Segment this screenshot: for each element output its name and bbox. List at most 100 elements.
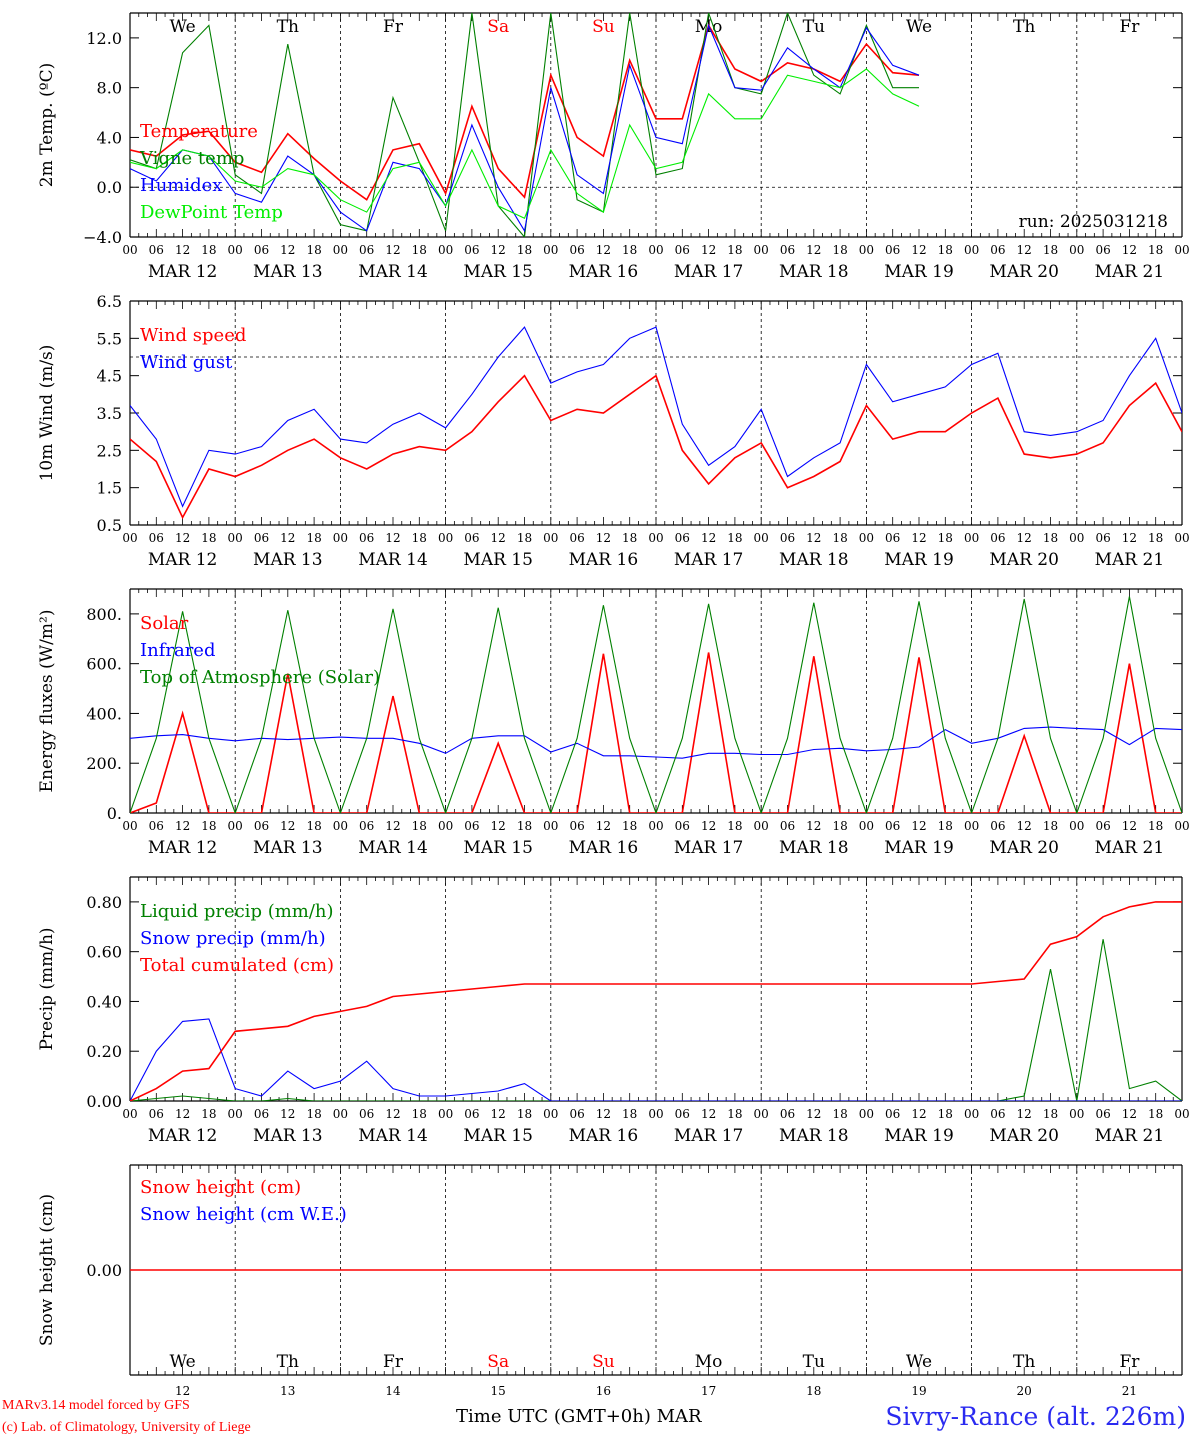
- chart-panel-2: 0.5 1.5 2.5 3.5 4.5 5.5 6.5 10m Wind (m/s) 00 06 1…: [37, 292, 1190, 570]
- legend-dewpoint-temp: DewPoint Temp: [140, 202, 283, 223]
- hour-tick-label: 12: [596, 1107, 611, 1121]
- date-label: MAR 21: [1095, 550, 1165, 570]
- hour-tick-label: 18: [622, 819, 637, 833]
- hour-tick-label: 18: [201, 243, 216, 257]
- hour-tick-label: 18: [306, 819, 321, 833]
- hour-tick-label: 06: [254, 531, 269, 545]
- day-name-label: We: [170, 17, 196, 37]
- date-label: MAR 18: [779, 1126, 849, 1146]
- date-label: MAR 17: [674, 262, 744, 282]
- hour-tick-label: 12: [701, 531, 716, 545]
- hour-tick-label: 00: [964, 819, 979, 833]
- chart-panel-1: −4.0 0.0 4.0 8.0 12.0 2m Temp. (ºC) 00 06 12 18 MA…: [37, 12, 1190, 282]
- hour-tick-label: 06: [359, 819, 374, 833]
- hour-tick-label: 12: [1017, 531, 1032, 545]
- hour-tick-label: 18: [1043, 243, 1058, 257]
- hour-tick-label: 12: [280, 819, 295, 833]
- station-name: Sivry-Rance (alt. 226m): [885, 1402, 1186, 1431]
- date-label: MAR 12: [148, 838, 218, 858]
- hour-tick-label: 12: [1122, 819, 1137, 833]
- hour-tick-label: 12: [701, 243, 716, 257]
- legend-top-of-atmosphere-solar: Top of Atmosphere (Solar): [140, 667, 380, 688]
- hour-tick-label: 06: [254, 819, 269, 833]
- hour-tick-label: 06: [1095, 243, 1110, 257]
- day-name-label: We: [170, 1352, 196, 1372]
- date-label: MAR 16: [569, 262, 639, 282]
- day-name-label: Fr: [383, 1352, 404, 1372]
- hour-tick-label: 00: [122, 1107, 137, 1121]
- hour-tick-label: 06: [990, 531, 1005, 545]
- hour-tick-label: 06: [254, 1107, 269, 1121]
- date-label: MAR 12: [148, 550, 218, 570]
- hour-tick-label: 12: [491, 1107, 506, 1121]
- hour-tick-label: 18: [306, 531, 321, 545]
- hour-tick-label: 18: [727, 1107, 742, 1121]
- y-axis-label: Energy fluxes (W/m²): [37, 610, 57, 793]
- date-label: MAR 21: [1095, 262, 1165, 282]
- day-number-label: 19: [911, 1384, 926, 1398]
- hour-tick-label: 12: [1017, 1107, 1032, 1121]
- day-number-label: 18: [806, 1384, 821, 1398]
- y-tick-label: 0.60: [86, 943, 122, 962]
- y-tick-label: 0.00: [86, 1261, 122, 1280]
- date-label: MAR 17: [674, 550, 744, 570]
- hour-tick-label: 12: [175, 531, 190, 545]
- hour-tick-label: 18: [938, 531, 953, 545]
- hour-tick-label: 00: [754, 1107, 769, 1121]
- hour-tick-label: 12: [701, 819, 716, 833]
- y-tick-label: 0.40: [86, 992, 122, 1011]
- hour-tick-label: 18: [517, 1107, 532, 1121]
- series-line-temperature: [130, 23, 920, 201]
- date-label: MAR 13: [253, 1126, 323, 1146]
- hour-tick-label: 12: [1122, 243, 1137, 257]
- time-axis-label: Time UTC (GMT+0h) MAR: [456, 1406, 702, 1427]
- hour-tick-label: 00: [859, 531, 874, 545]
- hour-tick-label: 12: [806, 819, 821, 833]
- hour-tick-label: 18: [412, 1107, 427, 1121]
- hour-tick-label: 12: [385, 819, 400, 833]
- hour-tick-label: 06: [675, 531, 690, 545]
- hour-tick-label: 12: [280, 531, 295, 545]
- hour-tick-label: 12: [911, 531, 926, 545]
- hour-tick-label: 00: [1174, 531, 1189, 545]
- hour-tick-label: 06: [464, 243, 479, 257]
- date-label: MAR 14: [358, 838, 428, 858]
- chart-panel-3: 0. 200. 400. 600. 800. Energy fluxes (W/m²) 00…: [37, 588, 1190, 858]
- hour-tick-label: 18: [517, 243, 532, 257]
- series-line-infrared: [130, 726, 1182, 759]
- day-name-label: Tu: [803, 1352, 825, 1372]
- hour-tick-label: 12: [806, 1107, 821, 1121]
- date-label: MAR 19: [884, 838, 954, 858]
- hour-tick-label: 18: [1043, 1107, 1058, 1121]
- day-name-label: Fr: [1119, 17, 1140, 37]
- date-label: MAR 18: [779, 262, 849, 282]
- hour-tick-label: 18: [201, 531, 216, 545]
- hour-tick-label: 12: [1122, 1107, 1137, 1121]
- date-label: MAR 21: [1095, 1126, 1165, 1146]
- hour-tick-label: 18: [412, 531, 427, 545]
- hour-tick-label: 00: [964, 1107, 979, 1121]
- hour-tick-label: 18: [201, 819, 216, 833]
- date-label: MAR 13: [253, 550, 323, 570]
- hour-tick-label: 00: [1069, 243, 1084, 257]
- hour-tick-label: 00: [122, 243, 137, 257]
- hour-tick-label: 12: [596, 531, 611, 545]
- legend-solar: Solar: [140, 613, 189, 634]
- hour-tick-label: 18: [412, 243, 427, 257]
- hour-tick-label: 00: [754, 819, 769, 833]
- hour-tick-label: 18: [622, 1107, 637, 1121]
- hour-tick-label: 06: [990, 819, 1005, 833]
- legend-infrared: Infrared: [140, 640, 215, 661]
- hour-tick-label: 12: [596, 243, 611, 257]
- date-label: MAR 15: [463, 838, 533, 858]
- hour-tick-label: 12: [806, 243, 821, 257]
- date-label: MAR 21: [1095, 838, 1165, 858]
- hour-tick-label: 18: [201, 1107, 216, 1121]
- date-label: MAR 19: [884, 550, 954, 570]
- hour-tick-label: 00: [1174, 243, 1189, 257]
- y-tick-label: 1.5: [97, 479, 122, 498]
- hour-tick-label: 12: [911, 243, 926, 257]
- chart-panel-5: 0.00 Snow height (cm) 12 13 14 15 16 17 18 19 20 21…: [37, 1164, 1183, 1398]
- y-tick-label: 800.: [86, 605, 122, 624]
